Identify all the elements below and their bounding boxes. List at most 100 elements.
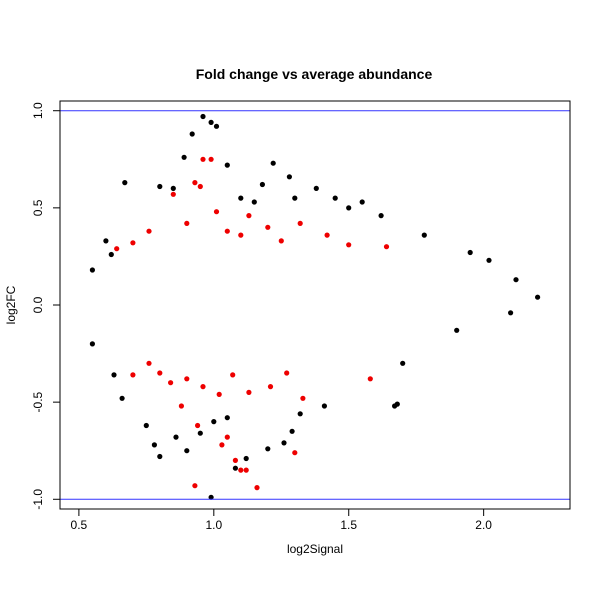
data-point: [232, 457, 238, 463]
y-tick-label: 0.0: [31, 296, 45, 313]
data-point: [378, 213, 384, 219]
data-point: [359, 199, 365, 205]
data-point: [200, 113, 206, 120]
data-point: [111, 372, 117, 378]
data-point: [300, 395, 306, 401]
y-tick-label: -0.5: [31, 391, 45, 412]
data-point: [168, 380, 174, 386]
data-point: [513, 277, 519, 283]
data-point: [535, 294, 541, 300]
data-point: [224, 415, 230, 421]
data-point: [143, 422, 149, 429]
data-point: [151, 442, 157, 448]
data-point: [130, 240, 136, 246]
data-point: [243, 467, 249, 473]
data-point: [313, 185, 319, 191]
data-point: [246, 389, 252, 395]
reference-lines: [60, 110, 570, 500]
data-point: [89, 267, 95, 273]
data-point: [265, 224, 271, 230]
data-point: [243, 455, 249, 462]
data-point: [213, 209, 220, 215]
data-point: [367, 376, 373, 382]
data-point: [332, 195, 338, 201]
data-point: [246, 213, 252, 219]
x-axis: 0.5 1.0 1.5 2.0: [71, 508, 492, 532]
data-point: [122, 180, 128, 186]
data-point: [184, 448, 190, 454]
data-point: [213, 123, 220, 129]
data-point: [211, 419, 217, 425]
data-point: [192, 483, 198, 489]
data-point: [224, 228, 230, 234]
x-tick-label: 1.5: [340, 518, 357, 532]
data-point: [108, 251, 114, 258]
data-point: [238, 232, 244, 238]
data-point: [292, 195, 298, 201]
data-point: [146, 228, 152, 234]
data-point: [178, 403, 184, 409]
data-point: [208, 494, 214, 500]
data-point: [192, 180, 198, 186]
y-tick-label: 1.0: [31, 102, 45, 119]
y-axis-label: log2FC: [4, 285, 18, 324]
chart-title: Fold change vs average abundance: [196, 66, 433, 82]
data-point: [321, 403, 327, 409]
data-point: [119, 395, 125, 401]
data-point: [184, 376, 190, 382]
data-point: [200, 156, 206, 162]
data-point: [216, 391, 222, 397]
data-point: [89, 341, 95, 347]
data-point: [267, 384, 274, 390]
data-point: [383, 244, 390, 250]
data-point: [467, 249, 473, 256]
data-point: [289, 428, 295, 434]
data-point: [189, 131, 195, 137]
data-point: [181, 154, 187, 160]
data-point: [238, 195, 244, 201]
data-point: [130, 372, 136, 378]
data-point: [486, 257, 492, 263]
data-point: [197, 183, 203, 190]
y-axis: -1.0 -0.5 0.0 0.5 1.0: [31, 102, 61, 510]
data-point: [114, 246, 120, 252]
data-point: [265, 446, 271, 452]
y-tick-label: -1.0: [31, 489, 45, 510]
y-tick-label: 0.5: [31, 199, 45, 216]
data-point: [292, 450, 298, 456]
data-point: [392, 403, 398, 409]
data-point: [170, 191, 176, 197]
data-point: [238, 467, 244, 473]
data-point: [346, 205, 352, 211]
x-tick-label: 0.5: [71, 518, 88, 532]
data-point: [259, 181, 265, 188]
x-axis-label: log2Signal: [287, 542, 343, 556]
data-point: [270, 160, 276, 166]
x-tick-label: 2.0: [475, 518, 492, 532]
data-point: [157, 453, 163, 460]
data-point: [230, 372, 236, 378]
points-layer: [89, 113, 541, 500]
data-point: [286, 174, 292, 180]
data-point: [224, 162, 230, 168]
x-tick-label: 1.0: [205, 518, 222, 532]
data-point: [284, 370, 290, 376]
data-point: [297, 411, 303, 417]
data-point: [281, 440, 287, 446]
data-point: [297, 220, 303, 226]
data-point: [508, 310, 514, 316]
data-point: [219, 442, 225, 448]
data-point: [224, 434, 230, 440]
data-point: [197, 430, 203, 436]
data-point: [251, 199, 257, 205]
data-point: [254, 485, 260, 491]
data-point: [232, 465, 238, 471]
data-point: [157, 183, 163, 190]
data-point: [346, 242, 352, 248]
data-point: [421, 232, 427, 238]
data-point: [278, 238, 284, 244]
data-point: [103, 238, 109, 244]
data-point: [173, 434, 179, 440]
data-point: [324, 232, 330, 238]
data-point: [146, 360, 152, 366]
